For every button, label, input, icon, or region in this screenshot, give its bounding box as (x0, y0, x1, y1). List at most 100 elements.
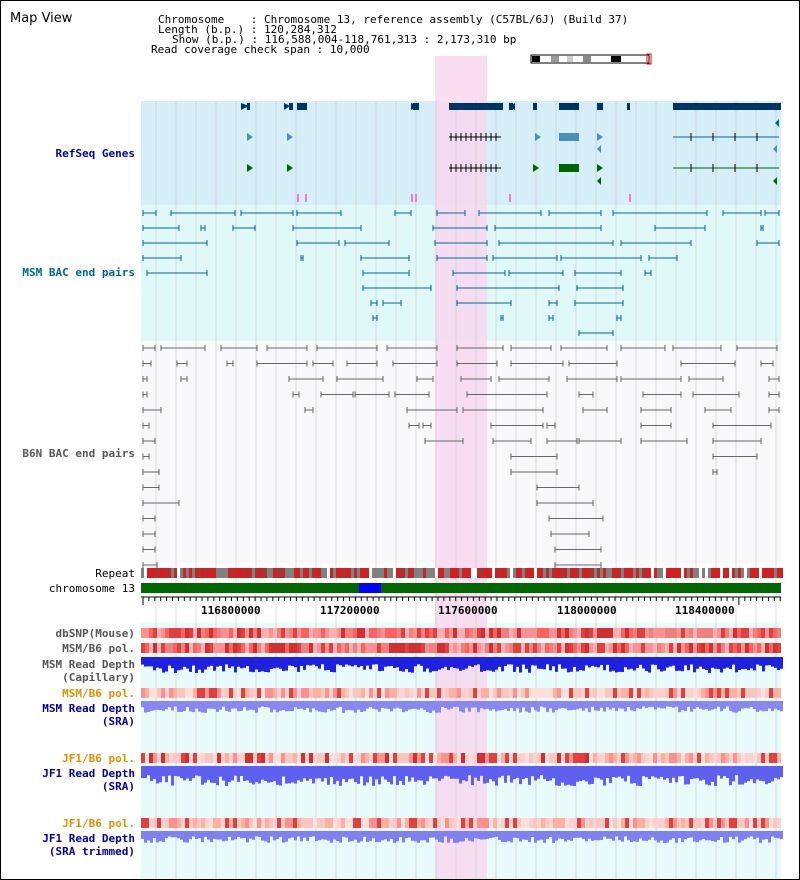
repeat-block (378, 568, 381, 578)
track-label-refseq-genes[interactable]: RefSeq Genes (55, 147, 135, 160)
jf1-b6-pol-cell (669, 753, 673, 763)
track-label-dbsnp[interactable]: dbSNP(Mouse) (55, 627, 135, 640)
jf1-b6-pol-cell (701, 753, 705, 763)
msm-read-depth-sra-bar (522, 701, 525, 708)
jf1-b6-pol-cell (593, 753, 597, 763)
jf1-b6-pol-trim-cell (625, 818, 629, 828)
jf1-read-depth-bar (324, 766, 327, 779)
jf1-read-depth-bar (183, 766, 186, 781)
jf1-b6-pol-trim-cell (301, 818, 305, 828)
msm-read-depth-bar (297, 657, 300, 672)
jf1-b6-pol-cell (453, 753, 457, 763)
track-label-msm-read-depth[interactable]: MSM Read Depth (42, 658, 135, 671)
repeat-block (411, 568, 414, 578)
jf1-b6-pol-trim-cell (373, 818, 377, 828)
msm-b6-pol-sra-cell (545, 688, 549, 698)
repeat-block (483, 568, 486, 578)
msm-b6-pol-sra-cell (621, 688, 625, 698)
jf1-b6-pol-cell (237, 753, 241, 763)
msm-b6-pol-sra-cell (493, 688, 497, 698)
jf1-read-depth-bar (252, 766, 255, 785)
msm-b6-pol-cell (317, 643, 321, 653)
msm-b6-pol-sra-cell (221, 688, 225, 698)
msm-read-depth-sra-bar (177, 701, 180, 712)
jf1-read-depth-bar (228, 766, 231, 783)
jf1-b6-pol-trim-cell (289, 818, 293, 828)
repeat-block (615, 568, 618, 578)
jf1-read-depth-bar (237, 766, 240, 782)
dbsnp-density-cell (665, 628, 669, 638)
track-label-msm-b6-pol-sra[interactable]: MSM/B6 pol. (62, 687, 135, 700)
msm-read-depth-bar (633, 657, 636, 671)
jf1-b6-pol-trim-cell (285, 818, 289, 828)
repeat-block (198, 568, 201, 578)
jf1-b6-pol-cell (257, 753, 261, 763)
jf1-read-depth-bar (723, 766, 726, 777)
jf1-read-depth-bar (426, 766, 429, 782)
msm-b6-pol-cell (265, 643, 269, 653)
jf1-read-depth-bar (540, 766, 543, 776)
repeat-block (720, 568, 723, 578)
jf1-read-depth-trim-bar (726, 831, 729, 843)
msm-read-depth-sra-bar (687, 701, 690, 707)
dbsnp-density-cell (285, 628, 289, 638)
dbsnp-density-cell (733, 628, 737, 638)
msm-read-depth-sra-bar (555, 701, 558, 711)
msm-read-depth-bar (669, 657, 672, 667)
track-label-jf1-read-depth-trim[interactable]: JF1 Read Depth (42, 832, 135, 845)
msm-read-depth-sra-bar (570, 701, 573, 711)
msm-b6-pol-sra-cell (741, 688, 745, 698)
jf1-read-depth-trim-bar (738, 831, 741, 843)
jf1-read-depth-bar (486, 766, 489, 783)
jf1-b6-pol-trim-cell (405, 818, 409, 828)
jf1-read-depth-trim-bar (192, 831, 195, 837)
repeat-block (504, 568, 507, 578)
jf1-read-depth-trim-bar (258, 831, 261, 837)
jf1-read-depth-bar (582, 766, 585, 781)
msm-read-depth-bar (465, 657, 468, 669)
jf1-read-depth-trim-bar (762, 831, 765, 840)
track-label-repeat[interactable]: Repeat (95, 567, 135, 580)
track-label-msm-read-depth-sra[interactable]: MSM Read Depth (42, 702, 135, 715)
jf1-b6-pol-cell (293, 753, 297, 763)
jf1-b6-pol-cell (273, 753, 277, 763)
jf1-read-depth-bar (309, 766, 312, 779)
repeat-block (669, 568, 672, 578)
jf1-b6-pol-trim-cell (473, 818, 477, 828)
repeat-block (414, 568, 417, 578)
jf1-read-depth-bar (738, 766, 741, 785)
repeat-block (387, 568, 390, 578)
track-label-b6n-bac[interactable]: B6N BAC end pairs (22, 447, 135, 460)
track-label-msm-b6-pol[interactable]: MSM/B6 pol. (62, 642, 135, 655)
msm-b6-pol-sra-cell (361, 688, 365, 698)
jf1-b6-pol-cell (209, 753, 213, 763)
dbsnp-density-cell (213, 628, 217, 638)
jf1-read-depth-trim-bar (507, 831, 510, 842)
jf1-b6-pol-trim-cell (149, 818, 153, 828)
jf1-b6-pol-cell (413, 753, 417, 763)
jf1-read-depth-trim-bar (201, 831, 204, 843)
msm-read-depth-sra-bar (255, 701, 258, 713)
msm-b6-pol-cell (733, 643, 737, 653)
msm-read-depth-bar (360, 657, 363, 667)
msm-read-depth-sra-bar (468, 701, 471, 712)
track-label-jf1-b6-pol[interactable]: JF1/B6 pol. (62, 752, 135, 765)
track-label-jf1-b6-pol-trim[interactable]: JF1/B6 pol. (62, 817, 135, 830)
jf1-read-depth-bar (261, 766, 264, 780)
track-label-msm-bac[interactable]: MSM BAC end pairs (22, 266, 135, 279)
msm-b6-pol-cell (777, 643, 781, 653)
jf1-read-depth-trim-bar (318, 831, 321, 841)
jf1-read-depth-bar (687, 766, 690, 785)
repeat-block (726, 568, 729, 578)
msm-read-depth-bar (177, 657, 180, 671)
repeat-block (417, 568, 420, 578)
repeat-block (480, 568, 483, 578)
track-label-jf1-read-depth[interactable]: JF1 Read Depth (42, 767, 135, 780)
msm-b6-pol-cell (633, 643, 637, 653)
msm-read-depth-bar (780, 657, 783, 669)
msm-read-depth-sra-bar (528, 701, 531, 713)
jf1-read-depth-bar (372, 766, 375, 786)
jf1-read-depth-bar (519, 766, 522, 785)
repeat-block (390, 568, 393, 578)
